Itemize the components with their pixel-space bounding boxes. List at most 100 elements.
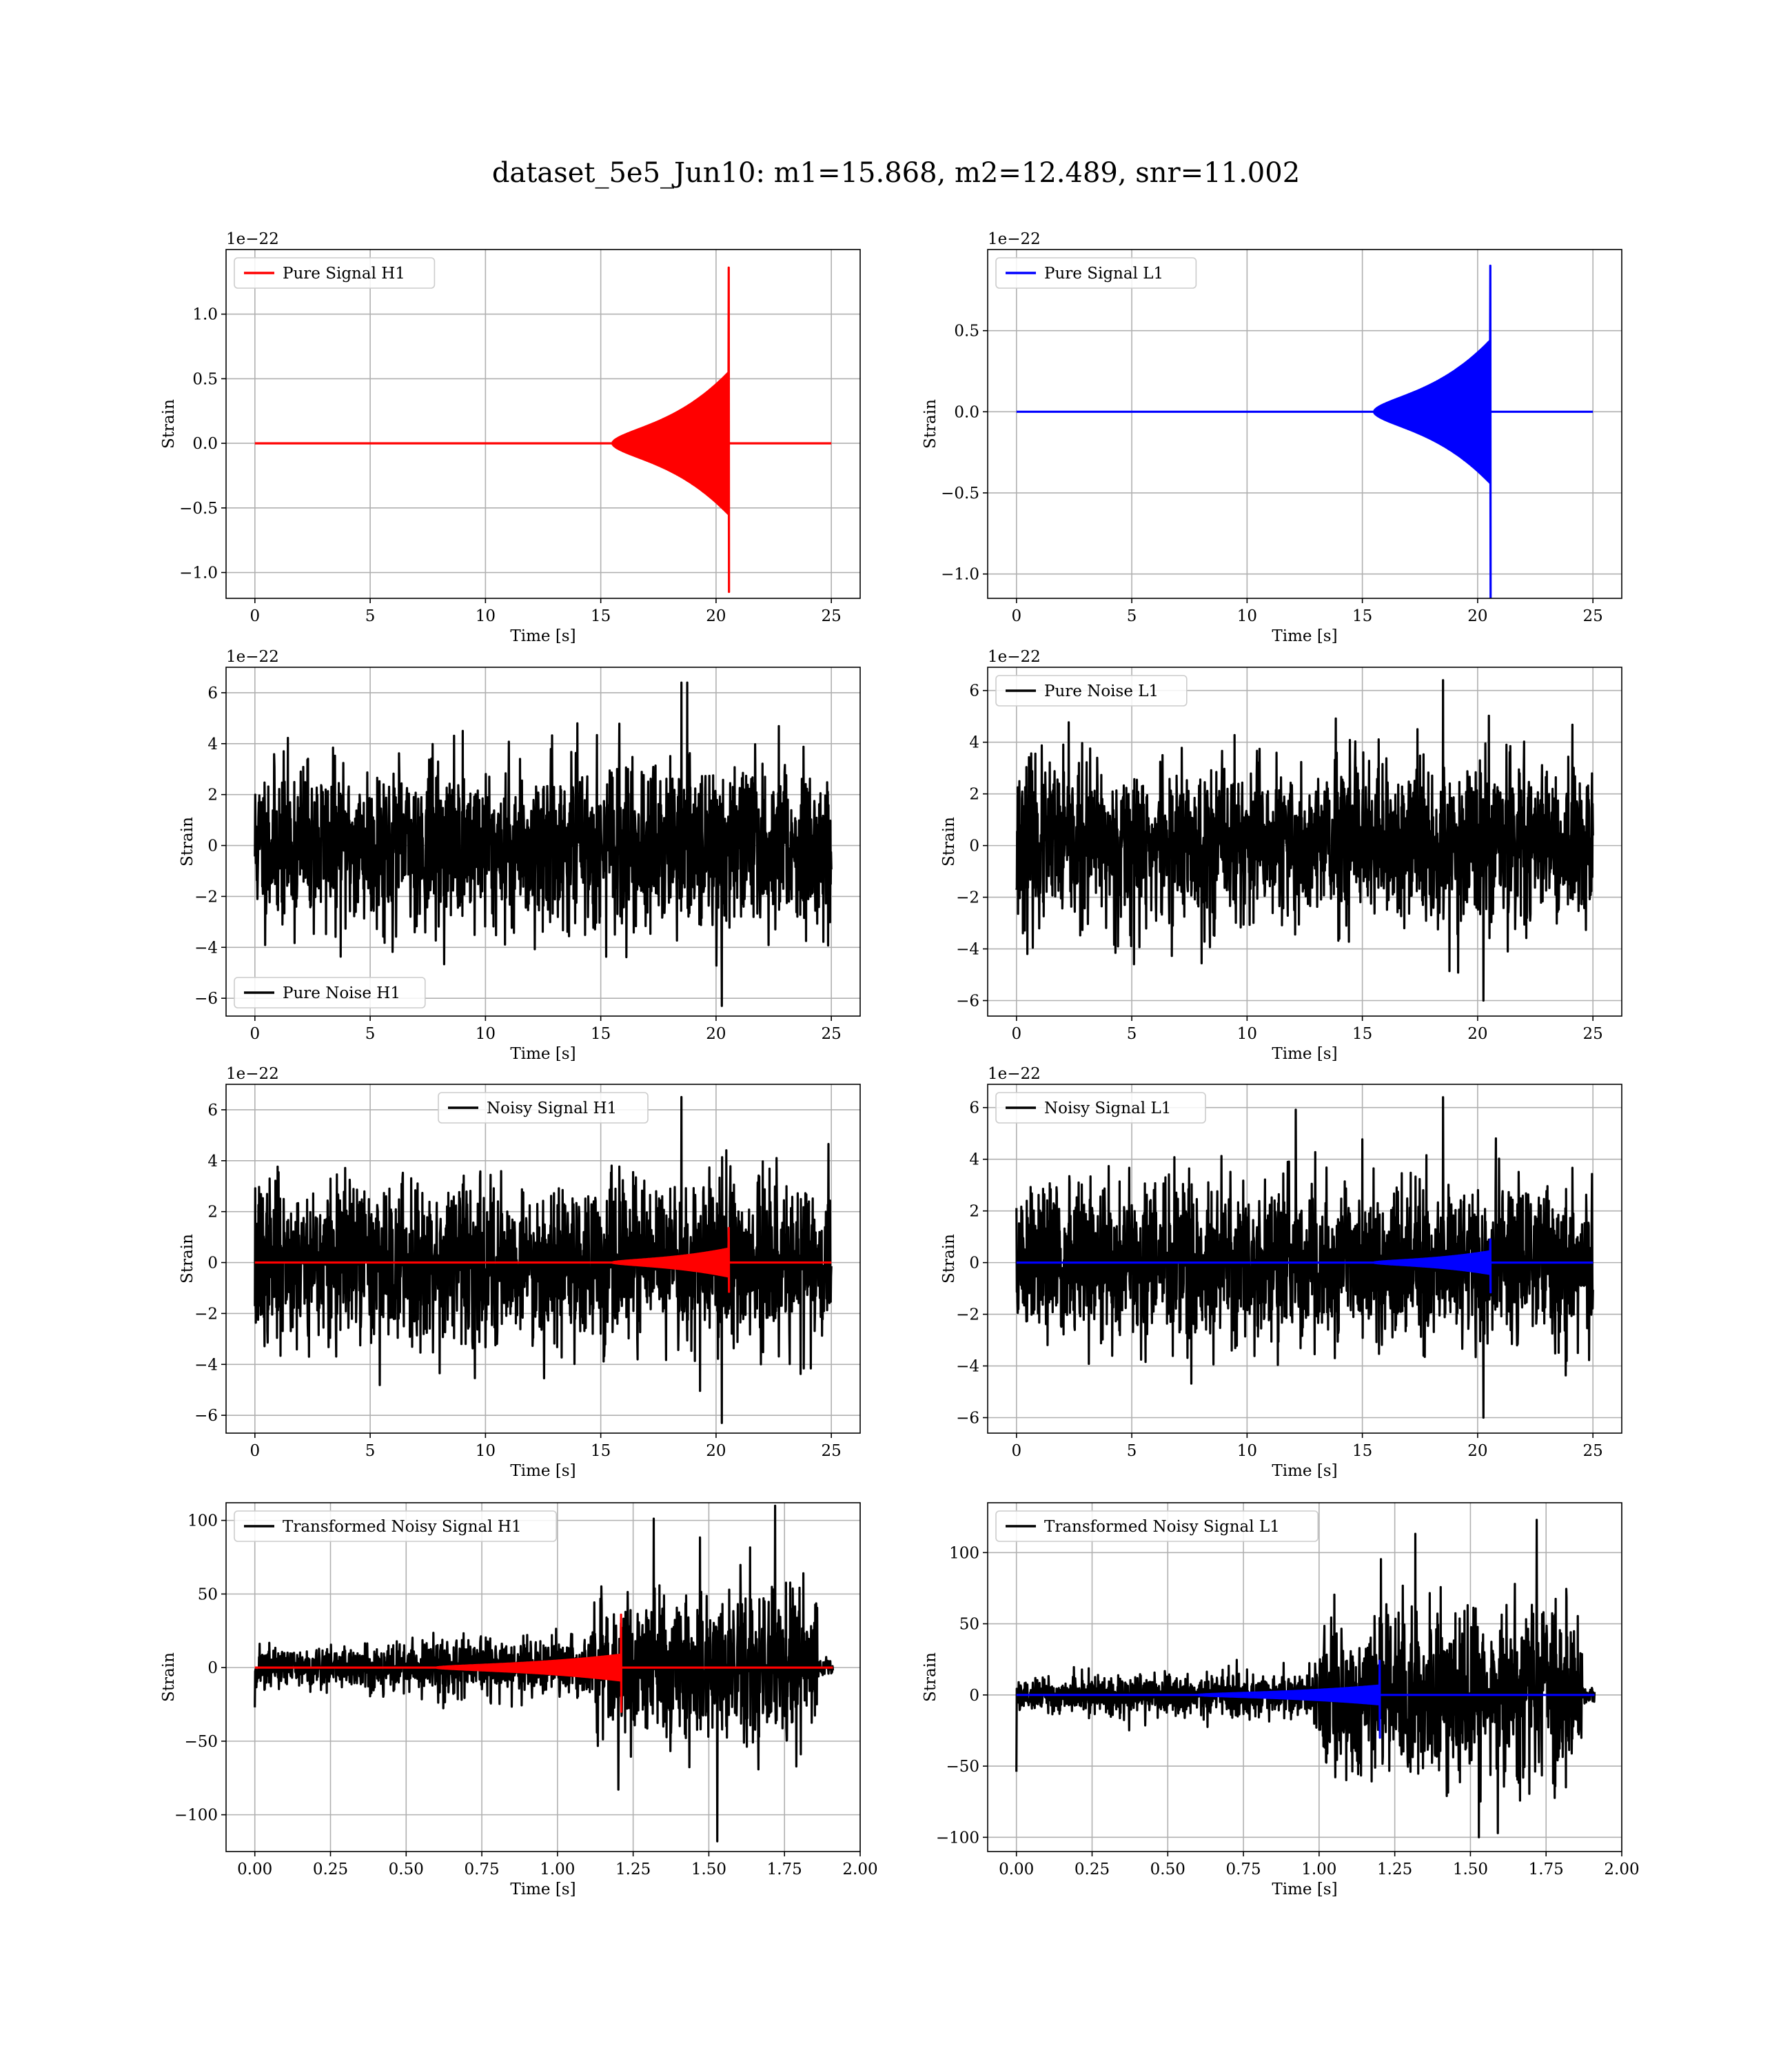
x-tick-label: 2.00: [842, 1861, 877, 1878]
x-tick-label: 15: [591, 1025, 611, 1043]
legend-box: [438, 1092, 649, 1124]
x-tick-label: 0: [250, 607, 260, 625]
axes-frame: [987, 1502, 1622, 1852]
series-line-1: [254, 1095, 833, 1424]
y-axis-label: Strain: [922, 399, 939, 449]
x-tick-label: 1.50: [1453, 1861, 1488, 1878]
series-line-1: [1015, 264, 1594, 598]
y-tick-label: 2: [207, 787, 218, 804]
x-tick-label: 0: [1011, 1442, 1021, 1460]
legend-label: Transformed Noisy Signal L1: [1044, 1518, 1280, 1536]
subplot-transformed-noisy-signal-h1: 0.00 0.25 0.50 0.75 1.00 1.25 1.50 1.75 2.00 −100…: [160, 1502, 878, 1898]
x-tick-label: 1.25: [615, 1861, 651, 1878]
x-tick-label: 20: [706, 607, 726, 625]
x-tick-label: 20: [706, 1442, 726, 1460]
legend: Transformed Noisy Signal H1: [234, 1510, 558, 1542]
y-tick-label: −4: [194, 939, 218, 957]
legend-box: [234, 977, 426, 1008]
legend: Noisy Signal H1: [438, 1092, 649, 1124]
series-line-2: [1015, 1659, 1596, 1739]
series-line-1: [254, 1504, 835, 1843]
legend: Pure Noise L1: [995, 675, 1188, 707]
x-axis-label: Time [s]: [510, 627, 576, 645]
series-line-1: [1015, 1519, 1596, 1838]
x-tick-label: 5: [365, 607, 376, 625]
x-tick-label: 15: [1352, 607, 1372, 625]
axes-frame: [225, 249, 861, 599]
x-tick-label: 5: [365, 1025, 376, 1043]
y-axis-label: Strain: [160, 1652, 178, 1702]
y-tick-label: 100: [949, 1544, 979, 1562]
legend: Pure Signal H1: [234, 257, 436, 289]
y-tick-label: 2: [969, 786, 979, 804]
x-tick-label: 0: [1011, 1025, 1021, 1043]
x-tick-label: 5: [1127, 1025, 1137, 1043]
x-tick-label: 20: [1467, 1025, 1487, 1043]
y-tick-label: 0: [969, 838, 979, 855]
figure-title: dataset_5e5_Jun10: m1=15.868, m2=12.489,…: [491, 157, 1301, 189]
x-tick-label: 0.50: [1150, 1861, 1185, 1878]
y-tick-label: −50: [946, 1758, 979, 1776]
legend: Noisy Signal L1: [995, 1092, 1206, 1124]
axes-frame: [225, 1084, 861, 1434]
x-tick-label: 25: [1583, 1442, 1603, 1460]
y-axis-label: Strain: [179, 817, 196, 866]
y-tick-label: 2: [207, 1204, 218, 1221]
y-tick-label: −50: [184, 1733, 218, 1751]
x-tick-label: 0.25: [1075, 1861, 1110, 1878]
x-tick-label: 10: [1237, 1025, 1257, 1043]
x-tick-label: 25: [822, 607, 842, 625]
y-tick-label: 4: [207, 736, 218, 753]
legend: Pure Noise H1: [234, 977, 426, 1008]
x-tick-label: 20: [1467, 1442, 1487, 1460]
x-axis-label: Time [s]: [510, 1462, 576, 1480]
legend-box: [995, 257, 1197, 289]
y-tick-label: 0: [969, 1255, 979, 1273]
x-tick-label: 0.25: [313, 1861, 348, 1878]
subplot-pure-noise-l1: 0 5 10 15 20 25 −6 −4 −2 0 2 4 6 Time [s] Strain 1e−22P…: [940, 648, 1622, 1063]
x-tick-label: 0.75: [464, 1861, 499, 1878]
x-tick-label: 0.75: [1225, 1861, 1261, 1878]
y-axis-label: Strain: [179, 1234, 196, 1284]
y-tick-label: 6: [207, 685, 218, 702]
x-tick-label: 5: [1127, 607, 1137, 625]
y-tick-label: −0.5: [941, 485, 979, 503]
y-tick-label: −1.0: [941, 566, 979, 584]
y-tick-label: −4: [194, 1356, 218, 1374]
legend-label: Noisy Signal L1: [1044, 1099, 1171, 1117]
legend-box: [995, 1510, 1319, 1542]
y-tick-label: 6: [207, 1102, 218, 1119]
y-tick-label: −6: [956, 993, 979, 1011]
x-tick-label: 25: [822, 1442, 842, 1460]
y-tick-label: −2: [956, 889, 979, 907]
legend-label: Pure Noise L1: [1044, 682, 1159, 700]
legend-box: [995, 1092, 1206, 1124]
y-tick-label: 0.0: [192, 435, 218, 453]
y-tick-label: −6: [956, 1410, 979, 1428]
y-axis-label: Strain: [940, 1234, 958, 1284]
x-tick-label: 10: [476, 607, 496, 625]
x-tick-label: 0: [250, 1442, 260, 1460]
x-tick-label: 20: [706, 1025, 726, 1043]
axes-frame: [987, 667, 1622, 1017]
y-tick-label: 100: [187, 1512, 218, 1530]
y-tick-label: −100: [936, 1829, 979, 1847]
x-tick-label: 0: [1011, 607, 1021, 625]
series-line-1: [254, 681, 833, 1007]
x-tick-label: 1.00: [540, 1861, 575, 1878]
series-line-1: [1015, 679, 1594, 1002]
legend-box: [234, 257, 436, 289]
y-tick-label: −4: [956, 941, 979, 959]
x-tick-label: 1.75: [767, 1861, 802, 1878]
legend-label: Noisy Signal H1: [487, 1099, 617, 1117]
y-tick-label: 0: [207, 1255, 218, 1273]
x-tick-label: 5: [1127, 1442, 1137, 1460]
x-tick-label: 10: [476, 1025, 496, 1043]
x-axis-label: Time [s]: [1272, 627, 1337, 645]
y-tick-label: −1.0: [179, 565, 218, 582]
legend: Transformed Noisy Signal L1: [995, 1510, 1319, 1542]
x-tick-label: 1.75: [1529, 1861, 1564, 1878]
y-tick-label: 0.5: [954, 323, 979, 341]
x-axis-label: Time [s]: [1272, 1881, 1337, 1898]
y-tick-label: 0: [969, 1687, 979, 1705]
